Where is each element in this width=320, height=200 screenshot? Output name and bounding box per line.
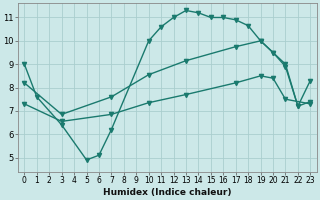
X-axis label: Humidex (Indice chaleur): Humidex (Indice chaleur)	[103, 188, 232, 197]
